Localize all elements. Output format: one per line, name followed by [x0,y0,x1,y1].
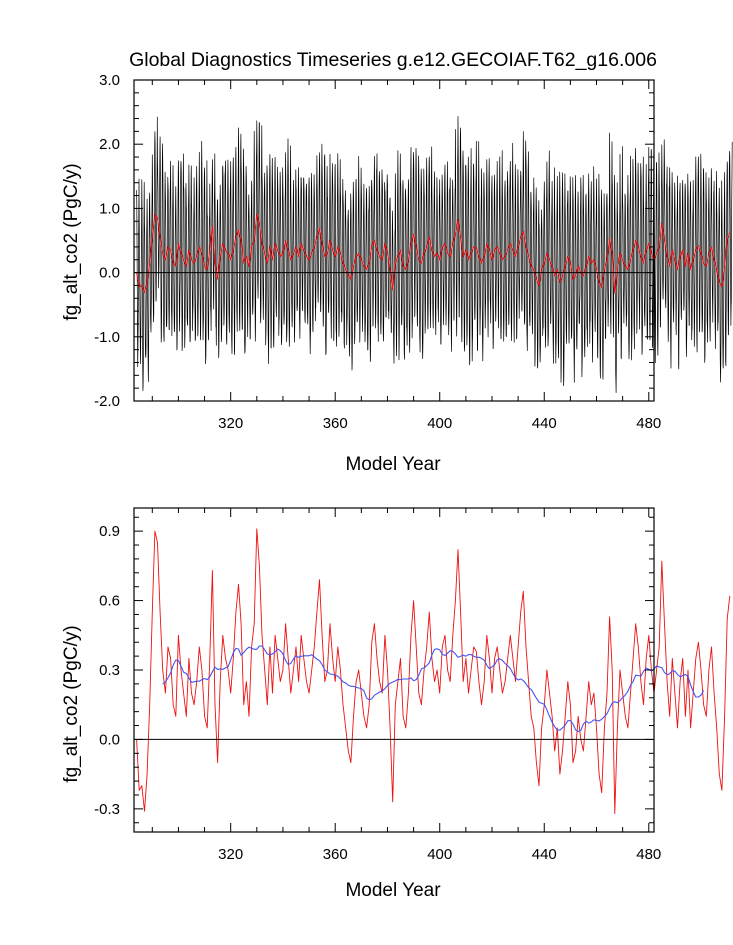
x-tick-label: 440 [532,415,557,432]
y-tick-label: -1.0 [94,329,120,346]
y-tick-label: 3.0 [99,72,120,89]
monthly-line [136,116,733,393]
y-tick-label: 0.0 [99,731,120,748]
x-tick-label: 360 [323,846,348,863]
y-tick-label: 2.0 [99,136,120,153]
panel-1-frame [133,79,655,402]
x-tick-label: 360 [323,415,348,432]
panel-2-running-mean-series [162,645,705,733]
x-tick-label: 440 [532,846,557,863]
panel-1-monthly-series [136,116,733,393]
panel-2-ylabel: fg_alt_co2 (PgC/y) [61,625,82,782]
panel-2-tick-labels: 320 360 400 440 480 -0.3 0.0 0.3 0.6 0.9 [94,523,661,863]
y-tick-label: 0.9 [99,523,120,540]
x-tick-label: 480 [636,846,661,863]
panel-2-xlabel: Model Year [345,880,441,901]
panel-1-timeseries: 320 360 400 440 480 -2.0 -1.0 0.0 1.0 2.0 3.0 fg_a… [61,72,733,475]
y-tick-label: -0.3 [94,801,120,818]
panel-2-frame [133,507,655,833]
annual-mean-line [136,213,731,294]
x-tick-label: 320 [218,846,243,863]
panel-1-annual-series [136,213,731,294]
x-tick-label: 400 [427,415,452,432]
panel-1-ylabel: fg_alt_co2 (PgC/y) [61,163,82,320]
x-tick-label: 480 [636,415,661,432]
panel-2-ticks [134,508,654,832]
panel-1-xlabel: Model Year [345,454,441,475]
y-tick-label: 0.6 [99,593,120,610]
y-tick-label: 0.0 [99,265,120,282]
running-mean-line [162,645,705,733]
panel-2-annual-timeseries: 320 360 400 440 480 -0.3 0.0 0.3 0.6 0.9 fg_alt_c… [61,507,731,901]
panel-1-ticks [134,79,654,402]
figure-title: Global Diagnostics Timeseries g.e12.GECO… [129,49,657,71]
x-tick-label: 320 [218,415,243,432]
annual-mean-line [136,528,731,814]
y-tick-label: 1.0 [99,200,120,217]
panel-2-annual-series [136,528,731,814]
y-tick-label: -2.0 [94,393,120,410]
panel-1-tick-labels: 320 360 400 440 480 -2.0 -1.0 0.0 1.0 2.0 3.0 [94,72,661,432]
y-tick-label: 0.3 [99,662,120,679]
x-tick-label: 400 [427,846,452,863]
